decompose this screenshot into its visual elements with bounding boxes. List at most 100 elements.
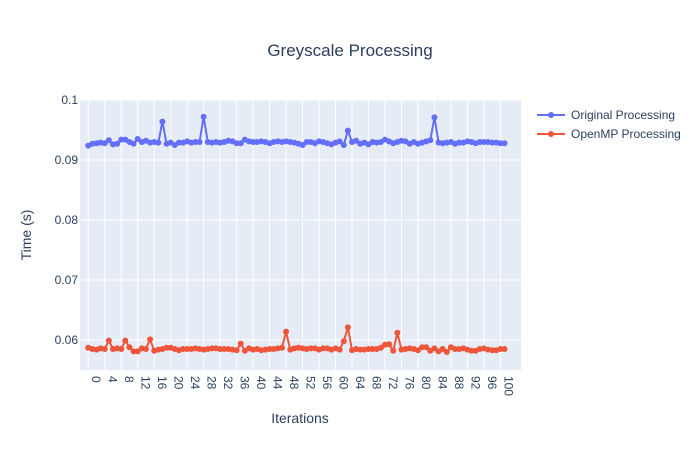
x-tick-label: 100 bbox=[501, 376, 515, 396]
x-tick-label: 72 bbox=[386, 376, 400, 390]
x-tick-label: 84 bbox=[435, 376, 449, 390]
y-tick-label: 0.08 bbox=[55, 213, 79, 227]
data-point bbox=[489, 139, 496, 146]
data-point bbox=[390, 347, 397, 354]
data-point bbox=[184, 346, 191, 352]
data-point bbox=[497, 140, 504, 147]
data-point bbox=[200, 113, 207, 120]
data-point bbox=[394, 329, 401, 336]
legend-item[interactable]: OpenMP Processing bbox=[537, 127, 681, 141]
data-point bbox=[118, 136, 125, 143]
data-point bbox=[114, 140, 121, 147]
x-tick-label: 24 bbox=[188, 376, 202, 390]
data-point bbox=[105, 337, 112, 344]
data-point bbox=[208, 345, 215, 352]
data-point bbox=[250, 139, 257, 145]
data-point bbox=[196, 139, 203, 145]
data-point bbox=[427, 137, 434, 144]
data-point bbox=[233, 140, 240, 147]
data-point bbox=[419, 344, 426, 351]
data-point bbox=[134, 136, 141, 142]
x-axis-ticks: 0 4 8 12 16 20 24 28 32 36 40 44 48 52 56 60 64 68 72 76 80 8… bbox=[89, 376, 515, 396]
data-point bbox=[192, 139, 199, 145]
data-point bbox=[221, 346, 228, 352]
data-point bbox=[501, 346, 508, 352]
data-point bbox=[456, 139, 463, 146]
data-point bbox=[105, 137, 112, 144]
x-tick-label: 36 bbox=[238, 376, 252, 390]
legend-label: Original Processing bbox=[571, 108, 675, 122]
data-point bbox=[303, 139, 310, 145]
x-tick-label: 68 bbox=[370, 376, 384, 390]
data-point bbox=[489, 347, 496, 354]
legend-item[interactable]: Original Processing bbox=[537, 108, 675, 122]
data-point bbox=[320, 345, 327, 352]
data-point bbox=[353, 137, 360, 144]
data-point bbox=[147, 336, 154, 343]
data-point bbox=[159, 118, 166, 125]
legend-label: OpenMP Processing bbox=[571, 127, 681, 141]
legend[interactable]: Original Processing OpenMP Processing bbox=[537, 108, 681, 141]
y-axis-ticks: 0.06 0.07 0.08 0.09 0.1 bbox=[55, 93, 79, 347]
x-tick-label: 48 bbox=[287, 376, 301, 390]
y-tick-label: 0.09 bbox=[55, 153, 79, 167]
data-point bbox=[340, 338, 347, 345]
x-tick-label: 60 bbox=[337, 376, 351, 390]
data-point bbox=[414, 347, 421, 354]
x-tick-label: 76 bbox=[402, 376, 416, 390]
y-axis-title: Time (s) bbox=[18, 210, 34, 261]
data-point bbox=[357, 346, 364, 353]
data-point bbox=[126, 344, 133, 351]
chart-title: Greyscale Processing bbox=[267, 41, 432, 60]
data-point bbox=[344, 324, 351, 331]
x-tick-label: 16 bbox=[155, 376, 169, 390]
data-point bbox=[452, 346, 459, 352]
legend-swatch-marker bbox=[548, 131, 554, 137]
data-point bbox=[163, 344, 170, 351]
data-point bbox=[180, 346, 187, 352]
data-point bbox=[283, 328, 290, 335]
x-tick-label: 12 bbox=[139, 376, 153, 390]
data-point bbox=[130, 348, 137, 355]
series-group bbox=[85, 113, 508, 355]
x-tick-label: 80 bbox=[419, 376, 433, 390]
data-point bbox=[278, 344, 285, 351]
data-point bbox=[134, 348, 141, 355]
data-point bbox=[142, 346, 149, 352]
x-tick-label: 92 bbox=[468, 376, 482, 390]
data-point bbox=[377, 344, 384, 351]
data-point bbox=[130, 140, 137, 147]
data-point bbox=[122, 337, 129, 344]
x-tick-label: 52 bbox=[304, 376, 318, 390]
data-point bbox=[340, 142, 347, 148]
x-tick-label: 20 bbox=[172, 376, 186, 390]
x-tick-label: 96 bbox=[485, 376, 499, 390]
data-point bbox=[344, 127, 351, 134]
data-point bbox=[501, 140, 508, 147]
data-point bbox=[101, 140, 108, 147]
x-tick-label: 40 bbox=[254, 376, 268, 390]
x-tick-label: 4 bbox=[106, 376, 120, 383]
data-point bbox=[336, 138, 343, 145]
x-tick-label: 56 bbox=[320, 376, 334, 390]
x-tick-label: 32 bbox=[221, 376, 235, 390]
y-tick-label: 0.06 bbox=[55, 333, 79, 347]
data-point bbox=[386, 341, 393, 348]
data-point bbox=[423, 344, 430, 351]
data-point bbox=[480, 139, 487, 145]
data-point bbox=[217, 346, 224, 352]
x-tick-label: 8 bbox=[122, 376, 136, 383]
series-1 bbox=[85, 324, 508, 355]
data-point bbox=[101, 346, 108, 352]
data-point bbox=[369, 346, 376, 352]
y-tick-label: 0.07 bbox=[55, 273, 79, 287]
data-point bbox=[336, 346, 343, 353]
data-point bbox=[155, 139, 162, 146]
data-point bbox=[439, 346, 446, 352]
x-tick-label: 88 bbox=[452, 376, 466, 390]
x-tick-label: 28 bbox=[205, 376, 219, 390]
data-point bbox=[266, 346, 273, 352]
x-tick-label: 44 bbox=[271, 376, 285, 390]
